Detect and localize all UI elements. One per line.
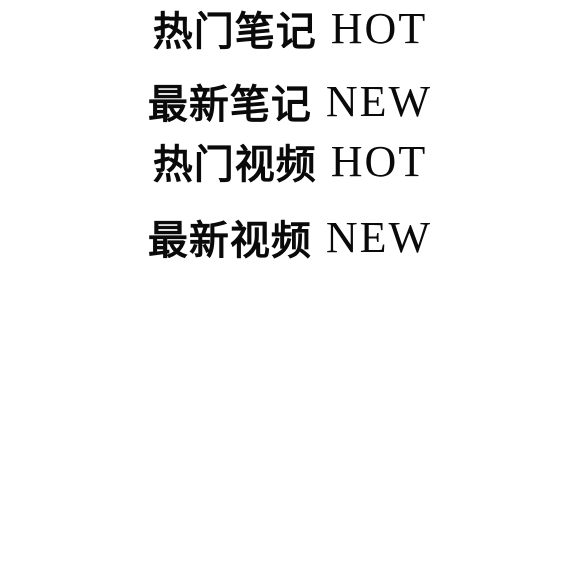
menu-item-label-cn: 热门笔记 bbox=[152, 8, 317, 55]
menu-item-hot-videos[interactable]: 热门视频 HOT bbox=[0, 133, 580, 189]
menu-item-new-videos[interactable]: 最新视频 NEW bbox=[0, 209, 580, 265]
menu-item-label-en: HOT bbox=[330, 3, 428, 53]
category-menu: 热门笔记 HOT 最新笔记 NEW 热门视频 HOT 最新视频 NEW bbox=[0, 0, 580, 265]
menu-item-label-cn: 热门视频 bbox=[152, 141, 317, 188]
menu-item-label-cn: 最新视频 bbox=[147, 217, 312, 264]
menu-item-hot-notes[interactable]: 热门笔记 HOT bbox=[0, 0, 580, 56]
menu-item-label-en: NEW bbox=[325, 76, 433, 126]
menu-item-new-notes[interactable]: 最新笔记 NEW bbox=[0, 73, 580, 129]
menu-item-label-cn: 最新笔记 bbox=[147, 81, 312, 128]
menu-item-label-en: HOT bbox=[330, 136, 428, 186]
menu-item-label-en: NEW bbox=[325, 212, 433, 262]
